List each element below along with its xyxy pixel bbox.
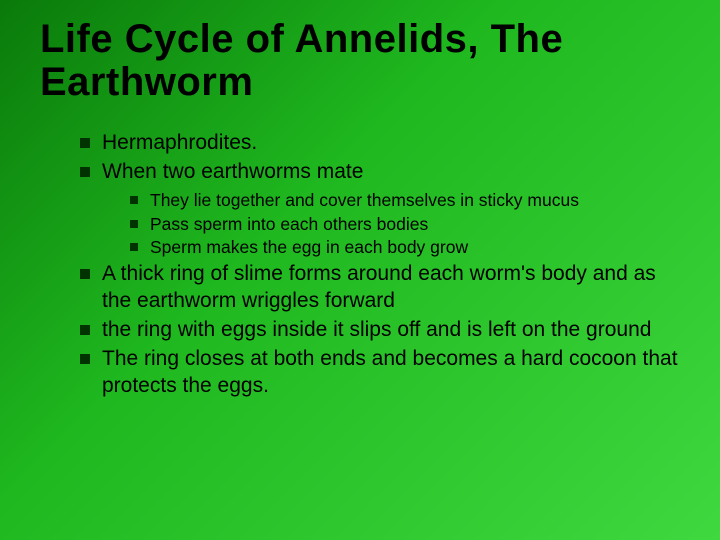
list-item: A thick ring of slime forms around each … <box>80 261 680 315</box>
bullet-text: Sperm makes the egg in each body grow <box>150 237 468 257</box>
list-item: Sperm makes the egg in each body grow <box>130 236 680 258</box>
bullet-list: Hermaphrodites. When two earthworms mate… <box>40 130 680 399</box>
bullet-text: They lie together and cover themselves i… <box>150 190 579 210</box>
bullet-text: When two earthworms mate <box>102 160 363 183</box>
slide-title: Life Cycle of Annelids, The Earthworm <box>40 18 680 104</box>
list-item: When two earthworms mate They lie togeth… <box>80 159 680 258</box>
bullet-text: the ring with eggs inside it slips off a… <box>102 318 651 341</box>
list-item: Pass sperm into each others bodies <box>130 213 680 235</box>
list-item: the ring with eggs inside it slips off a… <box>80 317 680 344</box>
bullet-text: The ring closes at both ends and becomes… <box>102 347 678 397</box>
list-item: They lie together and cover themselves i… <box>130 189 680 211</box>
bullet-text: Pass sperm into each others bodies <box>150 214 428 234</box>
list-item: Hermaphrodites. <box>80 130 680 157</box>
sub-bullet-list: They lie together and cover themselves i… <box>102 189 680 258</box>
bullet-text: A thick ring of slime forms around each … <box>102 262 656 312</box>
list-item: The ring closes at both ends and becomes… <box>80 346 680 400</box>
bullet-text: Hermaphrodites. <box>102 131 257 154</box>
slide: Life Cycle of Annelids, The Earthworm He… <box>0 0 720 540</box>
